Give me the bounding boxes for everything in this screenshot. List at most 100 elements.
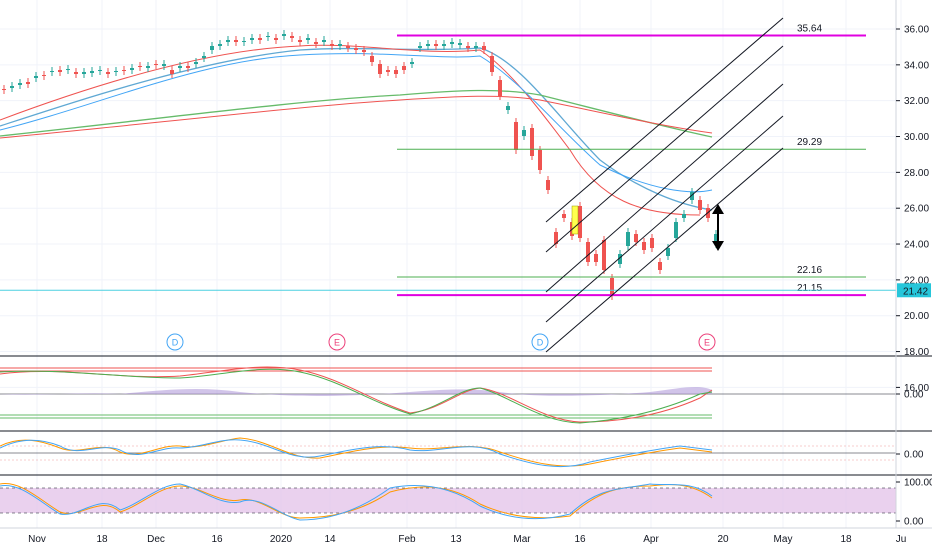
candle-body	[610, 278, 614, 296]
osc1-histogram	[0, 386, 712, 396]
time-label: May	[774, 534, 793, 545]
stochastic-pane[interactable]	[0, 483, 896, 521]
candle-body	[250, 38, 254, 40]
candle-body	[314, 42, 318, 44]
candle-body	[42, 75, 46, 76]
horizontal-grid	[0, 28, 896, 388]
candle-body	[330, 44, 334, 46]
candle-body	[154, 64, 158, 65]
candle-body	[242, 41, 246, 42]
candle-body	[650, 238, 654, 248]
time-label: Nov	[28, 534, 46, 545]
osc1-axis-label: 0.00	[904, 390, 924, 401]
candle-body	[354, 48, 358, 50]
candle-highlight	[571, 205, 579, 235]
candle-body	[410, 62, 414, 64]
candle-body	[138, 66, 142, 67]
event-marker-label: E	[334, 338, 340, 348]
time-label: 16	[574, 534, 586, 545]
price-label: 16.00	[904, 383, 929, 394]
ma-line-red-slow	[0, 95, 713, 139]
price-label: 32.00	[904, 96, 929, 107]
candle-body	[682, 214, 686, 218]
measure-arrow[interactable]	[712, 204, 724, 251]
candle-body	[402, 66, 406, 70]
event-marker-label: D	[537, 338, 544, 348]
channel-line[interactable]	[545, 147, 784, 353]
ma-line-blue-2	[0, 53, 713, 193]
candle-body	[634, 234, 638, 242]
candle-body	[146, 66, 150, 68]
candle-body	[34, 76, 38, 78]
osc2-line-blue	[0, 439, 713, 468]
candle-body	[298, 40, 302, 42]
time-label: Ju	[896, 534, 907, 545]
price-label: 36.00	[904, 25, 929, 36]
candle-body	[442, 44, 446, 46]
channel-line[interactable]	[545, 115, 784, 323]
candle-body	[18, 83, 22, 85]
candle-body	[690, 192, 694, 200]
arrow-head-down	[712, 241, 724, 251]
oscillator-pane-1[interactable]	[0, 366, 896, 424]
price-label: 26.00	[904, 204, 929, 215]
candle-body	[698, 200, 702, 210]
candle-body	[642, 242, 646, 250]
candle-body	[306, 38, 310, 40]
candle-body	[362, 50, 366, 52]
moving-averages	[0, 44, 713, 216]
candle-body	[506, 106, 510, 110]
candle-body	[194, 62, 198, 64]
channel-line[interactable]	[545, 17, 784, 223]
candle-body	[218, 44, 222, 46]
candle-body	[498, 80, 502, 96]
stoch-d-line	[0, 483, 713, 519]
candle-body	[658, 262, 662, 270]
candle-body	[674, 222, 678, 238]
ma-line-green	[0, 89, 713, 138]
candle-body	[490, 56, 494, 72]
event-marker[interactable]	[166, 333, 184, 351]
price-label: 18.00	[904, 347, 929, 358]
channel-line[interactable]	[545, 83, 784, 293]
candle-body	[386, 70, 390, 72]
candle-body	[618, 254, 622, 264]
level-label: 22.16	[797, 265, 822, 276]
candle-body	[434, 44, 438, 46]
event-marker[interactable]	[328, 333, 346, 351]
candle-body	[82, 72, 86, 74]
event-marker-label: D	[172, 338, 179, 348]
candle-body	[122, 70, 126, 71]
price-label: 20.00	[904, 311, 929, 322]
candle-body	[234, 40, 238, 42]
candle-body	[26, 82, 30, 84]
time-axis[interactable]: Nov 18 Dec 16 2020 14 Feb 13 Mar 16 Apr 20 May 18 Ju	[28, 534, 906, 545]
price-axis[interactable]: 36.00 34.00 32.00 30.00 28.00 26.00 24.00 22.00…	[896, 25, 932, 528]
candle-body	[482, 46, 486, 50]
time-label: Feb	[398, 534, 416, 545]
candle-body	[106, 72, 110, 74]
channel-line[interactable]	[545, 45, 784, 253]
pitchfork-channel-lines[interactable]	[545, 17, 784, 353]
candle-body	[266, 36, 270, 37]
candle-body	[10, 86, 14, 88]
main-price-pane[interactable]: 35.64 29.29 22.16 21.15 D E D E	[0, 17, 896, 353]
horizontal-levels[interactable]: 35.64 29.29 22.16 21.15	[0, 23, 896, 297]
candle-body	[98, 70, 102, 71]
time-label: Dec	[147, 534, 165, 545]
event-marker[interactable]	[698, 333, 716, 351]
time-label: 16	[211, 534, 223, 545]
price-label: 28.00	[904, 168, 929, 179]
time-label: 18	[840, 534, 852, 545]
candle-body	[114, 71, 118, 72]
candle-body	[522, 130, 526, 136]
event-marker[interactable]	[531, 333, 549, 351]
time-label: 20	[717, 534, 729, 545]
stoch-axis-label-100: 100.00	[904, 478, 932, 489]
candle-body	[90, 71, 94, 73]
candle-body	[258, 38, 262, 40]
oscillator-pane-2[interactable]	[0, 437, 896, 468]
